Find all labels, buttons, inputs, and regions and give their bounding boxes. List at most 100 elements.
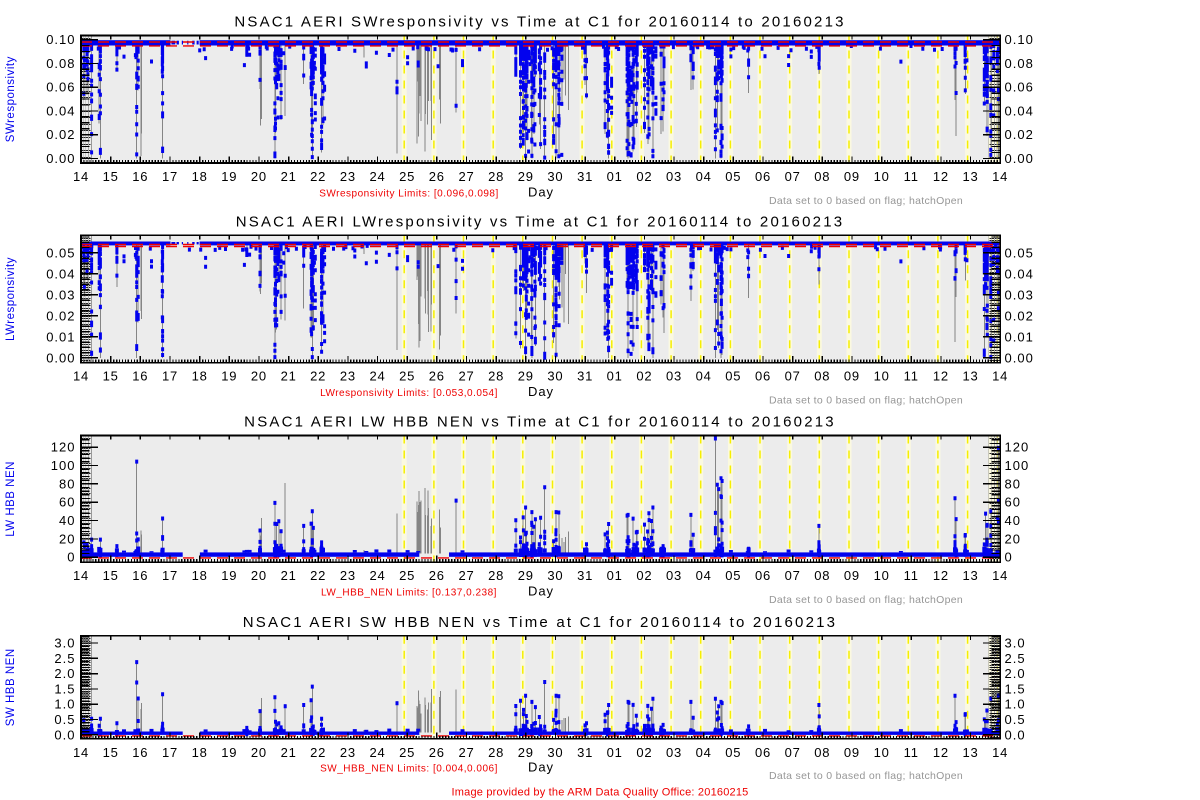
svg-text:23: 23 [340, 568, 356, 583]
svg-text:18: 18 [192, 369, 208, 384]
svg-text:20: 20 [251, 745, 267, 760]
svg-text:04: 04 [696, 568, 712, 583]
svg-text:LW HBB NEN: LW HBB NEN [5, 461, 17, 537]
svg-text:05: 05 [725, 745, 741, 760]
svg-text:28: 28 [488, 745, 504, 760]
svg-text:0.08: 0.08 [1005, 56, 1034, 71]
svg-text:21: 21 [281, 568, 297, 583]
svg-text:07: 07 [785, 169, 801, 184]
svg-text:0.04: 0.04 [1005, 266, 1034, 281]
svg-text:22: 22 [310, 745, 326, 760]
svg-text:0.10: 0.10 [46, 32, 75, 47]
svg-text:80: 80 [59, 476, 75, 491]
svg-text:Day: Day [528, 185, 554, 200]
svg-text:2.5: 2.5 [54, 651, 75, 666]
svg-text:26: 26 [429, 568, 445, 583]
svg-text:22: 22 [310, 568, 326, 583]
svg-text:09: 09 [844, 745, 860, 760]
svg-text:0.02: 0.02 [46, 127, 75, 142]
svg-text:31: 31 [577, 169, 593, 184]
svg-text:0.05: 0.05 [1005, 245, 1034, 260]
svg-text:28: 28 [488, 369, 504, 384]
svg-text:NSAC1 AERI SWresponsivity vs T: NSAC1 AERI SWresponsivity vs Time at C1 … [234, 14, 845, 31]
svg-text:09: 09 [844, 568, 860, 583]
svg-text:31: 31 [577, 369, 593, 384]
svg-text:0.5: 0.5 [54, 712, 75, 727]
svg-text:0.04: 0.04 [46, 103, 75, 118]
svg-text:12: 12 [933, 369, 949, 384]
svg-text:14: 14 [73, 169, 89, 184]
svg-text:25: 25 [399, 169, 415, 184]
svg-text:16: 16 [132, 568, 148, 583]
svg-text:11: 11 [904, 568, 919, 583]
svg-text:29: 29 [518, 369, 534, 384]
svg-text:0.0: 0.0 [54, 727, 75, 742]
svg-text:0.05: 0.05 [46, 245, 75, 260]
svg-text:01: 01 [607, 369, 623, 384]
svg-text:28: 28 [488, 568, 504, 583]
svg-text:15: 15 [103, 745, 119, 760]
svg-text:Day: Day [528, 759, 554, 774]
svg-text:09: 09 [844, 169, 860, 184]
svg-text:21: 21 [281, 169, 297, 184]
svg-text:1.5: 1.5 [54, 681, 75, 696]
svg-text:23: 23 [340, 369, 356, 384]
svg-text:2.0: 2.0 [54, 666, 75, 681]
svg-text:06: 06 [755, 568, 771, 583]
svg-text:60: 60 [1005, 495, 1021, 510]
svg-text:NSAC1 AERI LW HBB NEN vs Time: NSAC1 AERI LW HBB NEN vs Time at C1 for … [244, 414, 836, 431]
svg-text:03: 03 [666, 169, 682, 184]
svg-text:18: 18 [192, 745, 208, 760]
svg-text:1.0: 1.0 [1005, 697, 1026, 712]
svg-text:10: 10 [874, 568, 890, 583]
svg-text:Image provided by the ARM Data: Image provided by the ARM Data Quality O… [452, 787, 749, 799]
svg-text:22: 22 [310, 169, 326, 184]
svg-text:19: 19 [221, 745, 237, 760]
svg-text:25: 25 [399, 568, 415, 583]
svg-text:27: 27 [458, 369, 474, 384]
svg-text:31: 31 [577, 745, 593, 760]
svg-text:SW HBB NEN: SW HBB NEN [5, 648, 17, 726]
svg-text:30: 30 [547, 568, 563, 583]
svg-text:03: 03 [666, 568, 682, 583]
svg-text:02: 02 [636, 169, 652, 184]
svg-text:18: 18 [192, 169, 208, 184]
svg-text:25: 25 [399, 369, 415, 384]
svg-text:SW_HBB_NEN Limits: [0.004,0.00: SW_HBB_NEN Limits: [0.004,0.006] [320, 763, 498, 774]
svg-text:3.0: 3.0 [1005, 636, 1026, 651]
svg-text:29: 29 [518, 568, 534, 583]
svg-text:24: 24 [369, 568, 385, 583]
svg-text:Day: Day [528, 384, 554, 399]
svg-text:03: 03 [666, 745, 682, 760]
svg-text:04: 04 [696, 169, 712, 184]
svg-text:27: 27 [458, 745, 474, 760]
svg-text:24: 24 [369, 369, 385, 384]
svg-text:17: 17 [162, 169, 178, 184]
svg-text:19: 19 [221, 169, 237, 184]
svg-text:0.00: 0.00 [1005, 350, 1034, 365]
svg-text:01: 01 [607, 568, 623, 583]
svg-text:0.00: 0.00 [46, 350, 75, 365]
svg-text:25: 25 [399, 745, 415, 760]
svg-text:24: 24 [369, 745, 385, 760]
svg-text:40: 40 [59, 513, 75, 528]
svg-text:02: 02 [636, 745, 652, 760]
svg-text:21: 21 [281, 369, 297, 384]
svg-text:24: 24 [369, 169, 385, 184]
svg-text:14: 14 [73, 745, 89, 760]
svg-text:18: 18 [192, 568, 208, 583]
svg-text:06: 06 [755, 745, 771, 760]
svg-text:11: 11 [904, 369, 919, 384]
svg-text:0.06: 0.06 [1005, 80, 1034, 95]
svg-text:05: 05 [725, 568, 741, 583]
svg-text:14: 14 [992, 369, 1008, 384]
svg-text:20: 20 [1005, 531, 1021, 546]
svg-text:60: 60 [59, 495, 75, 510]
svg-text:07: 07 [785, 369, 801, 384]
svg-text:0: 0 [67, 550, 75, 565]
svg-text:NSAC1 AERI LWresponsivity vs T: NSAC1 AERI LWresponsivity vs Time at C1 … [236, 213, 845, 230]
svg-text:0.5: 0.5 [1005, 712, 1026, 727]
svg-text:Day: Day [528, 584, 554, 599]
svg-text:0.04: 0.04 [46, 266, 75, 281]
svg-text:02: 02 [636, 568, 652, 583]
